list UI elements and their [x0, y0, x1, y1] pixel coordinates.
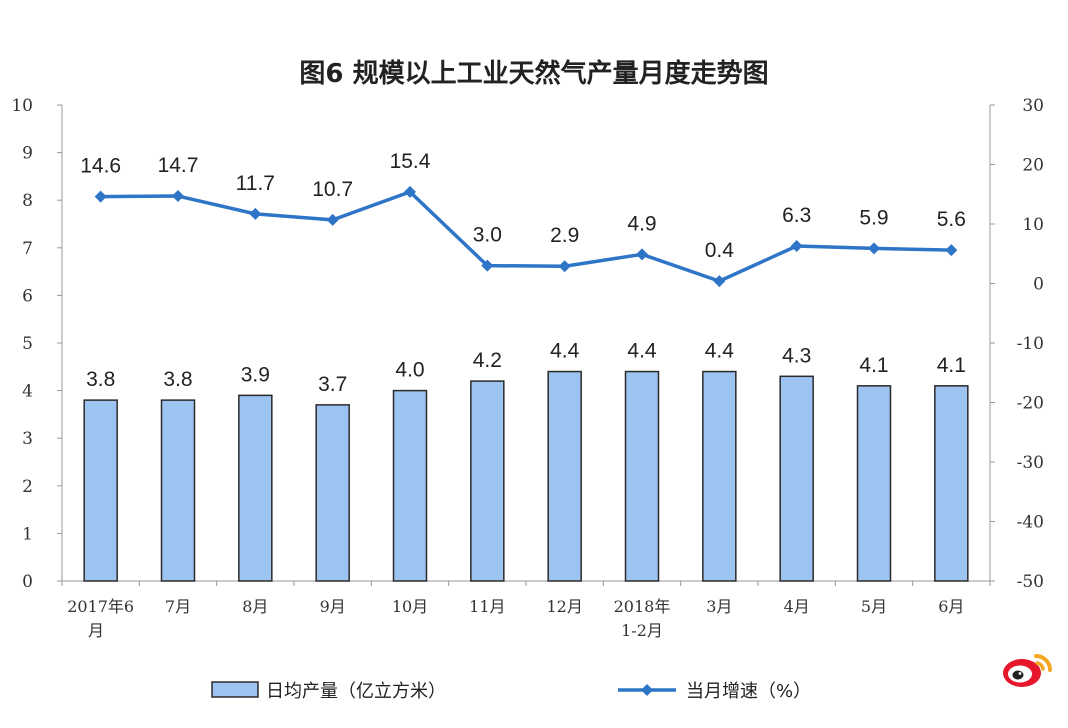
line-value-label: 0.4 [705, 239, 735, 262]
category-labels: 2017年6 月 7月 8月 9月 10月 11月 12月 2018年 1-2月 3月 4月 5月 6月 [67, 597, 964, 640]
legend-bar-label: 日均产量（亿立方米） [266, 681, 446, 702]
bar [238, 394, 273, 582]
bar [624, 370, 660, 582]
right-tick-label: -40 [1017, 513, 1044, 533]
bar-value-label: 4.4 [627, 340, 657, 363]
line-point [636, 248, 648, 261]
right-tick-label: 0 [1033, 275, 1044, 295]
category-label: 4月 [784, 597, 810, 616]
bar-value-label: 3.8 [86, 368, 115, 391]
left-tick-label: 0 [22, 572, 33, 592]
line-point [94, 190, 107, 203]
line-point [713, 275, 726, 288]
right-tick-label: -10 [1017, 334, 1044, 354]
right-tick-label: 10 [1022, 215, 1044, 235]
category-label: 9月 [320, 597, 346, 616]
bar [702, 370, 737, 582]
bar-value-label: 4.1 [937, 354, 966, 377]
left-tick-label: 2 [22, 477, 33, 497]
bar-value-label: 4.4 [705, 340, 735, 363]
left-tick-label: 9 [22, 144, 33, 164]
bar [856, 385, 892, 582]
line-value-label: 3.0 [473, 224, 502, 247]
line-value-label: 14.6 [80, 155, 121, 178]
line-value-label: 11.7 [236, 172, 275, 195]
category-label: 6月 [938, 597, 964, 616]
right-tick-label: -30 [1017, 453, 1044, 473]
chart-title: 图6 规模以上工业天然气产量月度走势图 [299, 58, 768, 89]
line-value-label: 4.9 [627, 212, 656, 235]
line-point [868, 242, 880, 255]
bar [470, 380, 505, 582]
line-value-label: 10.7 [312, 178, 353, 201]
line-point [172, 190, 184, 203]
axes: 0 1 2 3 4 5 6 7 8 9 10 -50 -40 -30 -20 -10 0 10 20 30 [11, 96, 1044, 592]
bar [934, 385, 969, 582]
legend-line-marker [641, 684, 653, 696]
category-label: 月 [88, 621, 104, 640]
line-point [249, 207, 262, 220]
growth-line [94, 185, 958, 288]
line-point [481, 259, 494, 272]
bar-value-label: 4.1 [859, 354, 888, 377]
category-label: 1-2月 [621, 621, 663, 640]
category-label: 12月 [546, 597, 582, 616]
bar [160, 399, 196, 582]
bar [547, 370, 582, 582]
bar-value-label: 4.2 [473, 349, 502, 372]
bar [779, 375, 814, 582]
legend: 日均产量（亿立方米） 当月增速（%） [211, 681, 811, 702]
left-tick-label: 4 [22, 382, 33, 402]
bar-value-label: 3.8 [163, 368, 192, 391]
bars [83, 370, 969, 582]
left-tick-label: 6 [22, 286, 33, 306]
category-label: 11月 [469, 597, 505, 616]
line-value-label: 15.4 [390, 150, 431, 173]
line-value-label: 5.6 [937, 208, 966, 231]
category-label: 10月 [392, 597, 428, 616]
line-series [100, 190, 952, 283]
bar-value-label: 4.4 [550, 340, 580, 363]
line-value-label: 2.9 [550, 224, 579, 247]
category-label: 3月 [706, 597, 732, 616]
bar-value-label: 4.3 [782, 344, 811, 367]
left-tick-label: 5 [22, 334, 33, 354]
bar [392, 389, 428, 582]
bar-value-label: 3.9 [241, 363, 270, 386]
weibo-logo-icon [1000, 646, 1058, 692]
legend-line-label: 当月增速（%） [686, 681, 811, 702]
bar [315, 404, 350, 582]
data-labels: 3.8 3.8 3.9 3.7 4.0 4.2 4.4 4.4 4.4 4.3 4.1 4.1 14.6… [80, 150, 966, 396]
line-value-label: 6.3 [782, 204, 811, 227]
right-tick-label: -20 [1017, 394, 1044, 414]
line-point [945, 244, 958, 257]
category-label: 2018年 [614, 597, 671, 616]
bar-value-label: 4.0 [395, 359, 424, 382]
left-tick-label: 1 [22, 524, 33, 544]
legend-bar-swatch [211, 681, 259, 698]
line-point [790, 240, 803, 253]
left-tick-label: 8 [22, 191, 33, 211]
category-label: 8月 [242, 597, 268, 616]
line-point [404, 185, 416, 198]
line-value-label: 14.7 [158, 154, 199, 177]
right-tick-label: 30 [1022, 96, 1044, 116]
line-point [558, 260, 571, 273]
bar [83, 399, 118, 582]
left-tick-label: 3 [22, 429, 33, 449]
category-label: 7月 [165, 597, 191, 616]
left-tick-label: 7 [22, 239, 33, 259]
bar-value-label: 3.7 [318, 373, 347, 396]
line-value-label: 5.9 [859, 206, 888, 229]
right-tick-label: -50 [1017, 572, 1044, 592]
right-tick-label: 20 [1022, 156, 1044, 176]
left-tick-label: 10 [11, 96, 33, 116]
line-point [326, 213, 339, 226]
category-label: 5月 [861, 597, 887, 616]
category-label: 2017年6 [67, 597, 134, 616]
